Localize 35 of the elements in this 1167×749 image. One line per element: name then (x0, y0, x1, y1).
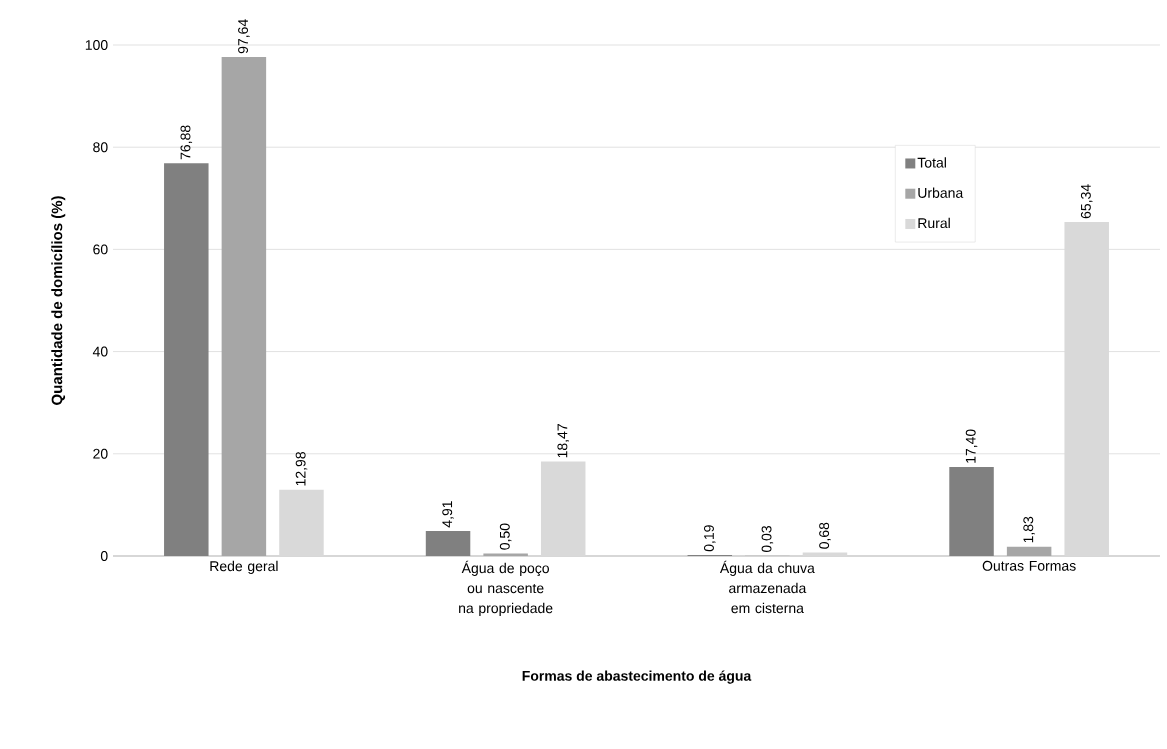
data-label: 0,19 (704, 525, 716, 552)
y-tick-label: 60 (93, 244, 108, 255)
y-tick-label: 0 (100, 551, 108, 561)
data-label: 0,03 (761, 526, 774, 553)
legend-label: Total (917, 157, 946, 168)
y-tick-label: 100 (85, 40, 108, 50)
legend-label: Rural (918, 217, 950, 229)
x-tick-label: Água de poço ou nascente na propriedade (459, 560, 553, 616)
bar (279, 489, 324, 556)
data-label: 97,64 (238, 19, 250, 54)
bar (540, 461, 586, 556)
x-tick-label: Outras Formas (982, 560, 1076, 571)
bar (483, 553, 528, 556)
data-label: 18,47 (557, 424, 569, 458)
data-label: 4,91 (442, 501, 454, 528)
data-label: 17,40 (965, 429, 978, 463)
x-tick-label: Água da chuva armazenada em cisterna (719, 560, 815, 614)
data-label: 65,34 (1080, 184, 1093, 219)
bar (949, 467, 994, 556)
x-tick-label: Rede geral (210, 560, 278, 574)
y-tick-label: 80 (93, 142, 108, 153)
y-axis-title: Quantidade de domicílios (%) (51, 196, 66, 405)
data-label: 1,83 (1023, 516, 1035, 543)
x-axis-title: Formas de abastecimento de água (522, 670, 752, 684)
data-label: 0,68 (819, 522, 831, 549)
bar (221, 57, 267, 556)
legend-label: Urbana (918, 187, 964, 198)
bar (1006, 546, 1052, 556)
bar (425, 530, 471, 556)
bar (164, 163, 209, 556)
y-tick-label: 40 (92, 346, 108, 357)
data-label: 76,88 (180, 125, 193, 160)
data-label: 0,50 (499, 523, 512, 550)
data-label: 12,98 (295, 452, 308, 486)
y-tick-label: 20 (93, 448, 108, 459)
